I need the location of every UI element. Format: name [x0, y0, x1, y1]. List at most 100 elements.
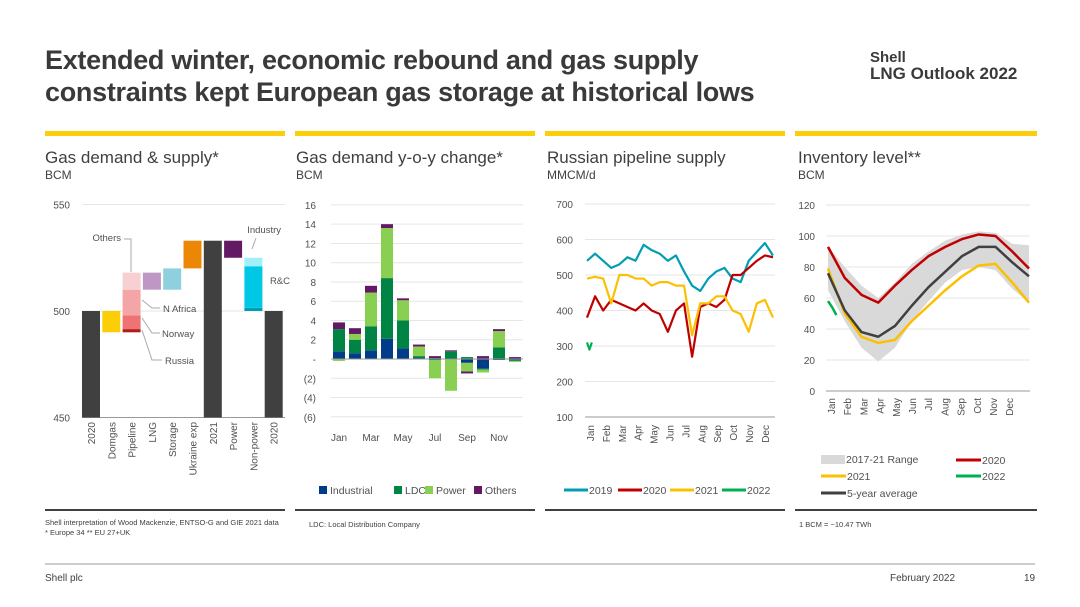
legend-label: 2021 — [695, 485, 719, 497]
y-tick-label: 8 — [310, 278, 316, 289]
page-number: 19 — [1024, 573, 1036, 584]
callout-line — [251, 237, 257, 250]
range-band — [828, 231, 1029, 362]
x-tick-label: Mar — [859, 397, 870, 415]
x-tick-label: Domgas — [107, 422, 118, 459]
callout-line — [141, 299, 160, 309]
bar-segment-2020 — [264, 311, 283, 418]
bar-segment-russia — [122, 329, 141, 333]
title-line-2: constraints kept European gas storage at… — [45, 77, 755, 107]
x-tick-label: 2020 — [270, 422, 281, 445]
panel-unit: MMCM/d — [547, 168, 596, 182]
y-tick-label: 2 — [310, 336, 316, 347]
conversion-note: 1 BCM = ~10.47 TWh — [799, 520, 872, 529]
line-series-2020 — [826, 233, 1030, 304]
source-note: Shell interpretation of Wood Mackenzie, … — [45, 518, 279, 538]
bar-power — [333, 359, 345, 361]
bar-segment-power — [224, 240, 243, 258]
x-tick-label: Storage — [168, 422, 179, 457]
y-tick-label: (4) — [304, 394, 316, 405]
panel-unit: BCM — [296, 168, 323, 182]
footer-date: February 2022 — [890, 573, 956, 584]
bar-ldc — [365, 326, 377, 351]
bar-others — [477, 356, 489, 359]
bar-industrial — [333, 351, 345, 359]
annotation-label: Others — [92, 233, 121, 244]
x-tick-label: Power — [229, 421, 240, 450]
y-tick-label: 500 — [53, 307, 70, 318]
bar-others — [461, 371, 473, 374]
bar-power — [477, 369, 489, 373]
bar-segment-r-c — [244, 266, 263, 308]
y-tick-label: (2) — [304, 374, 316, 385]
legend-swatch — [319, 486, 327, 494]
panel-title: Gas demand y-o-y change* — [296, 148, 503, 167]
bar-power — [445, 359, 457, 391]
y-tick-label: 6 — [310, 297, 316, 308]
x-tick-label: Feb — [843, 398, 854, 416]
y-tick-label: (6) — [304, 413, 316, 424]
line-series-2019 — [586, 241, 774, 293]
x-tick-label: Nov — [989, 398, 1000, 416]
legend-swatch — [394, 486, 402, 494]
legend-label: LDC — [405, 485, 426, 497]
x-tick-label: May — [892, 398, 903, 417]
bar-segment-n-africa — [122, 289, 141, 316]
bar-ldc — [397, 320, 409, 349]
callout-line — [141, 317, 160, 334]
y-tick-label: 500 — [556, 271, 573, 282]
bar-segment-norway — [122, 315, 141, 330]
bar-power — [365, 292, 377, 327]
x-tick-label: Aug — [697, 425, 708, 443]
x-tick-label: Jul — [924, 398, 935, 411]
bar-others — [381, 224, 393, 229]
bar-ldc — [333, 329, 345, 352]
panel-title: Inventory level** — [798, 148, 921, 167]
y-tick-label: 300 — [556, 342, 573, 353]
bar-power — [429, 359, 441, 379]
bar-others — [397, 298, 409, 301]
bar-ldc — [349, 339, 361, 354]
x-tick-label: Apr — [634, 424, 645, 440]
y-tick-label: 200 — [556, 378, 573, 389]
bar-others — [333, 322, 345, 330]
bar-power — [381, 228, 393, 279]
panel-unit: BCM — [45, 168, 72, 182]
bar-ldc — [445, 351, 457, 359]
bar-industrial — [365, 350, 377, 359]
legend-label: 2020 — [643, 485, 667, 497]
bar-power — [493, 331, 505, 348]
bar-power — [509, 360, 521, 362]
bar-ldc — [381, 278, 393, 339]
legend-label: 2022 — [747, 485, 771, 497]
x-tick-label: Oct — [973, 398, 984, 414]
bar-segment-industry — [244, 257, 263, 267]
x-tick-label: Nov — [745, 425, 756, 443]
ldc-note: LDC: Local Distribution Company — [309, 520, 420, 529]
x-tick-label: 2021 — [209, 422, 220, 445]
legend-label: Others — [485, 485, 517, 497]
logo: Shell LNG Outlook 2022 — [870, 50, 1017, 83]
bar-others — [413, 344, 425, 347]
panel-title: Gas demand & supply* — [45, 148, 219, 167]
y-tick-label: 12 — [305, 239, 317, 250]
x-tick-label: Non-power — [249, 421, 260, 471]
bar-industrial — [461, 359, 473, 363]
x-tick-label: Mar — [618, 424, 629, 442]
y-tick-label: 600 — [556, 236, 573, 247]
bar-industrial — [349, 353, 361, 359]
x-tick-label: Nov — [490, 433, 508, 444]
footer-divider — [45, 563, 1035, 565]
annotation-label: Industry — [247, 225, 281, 236]
bar-power — [461, 362, 473, 372]
x-tick-label: Ukraine exp — [189, 422, 200, 476]
line-series-2021 — [826, 262, 1030, 345]
x-tick-label: Sep — [458, 433, 476, 444]
bar-segment-lng — [142, 272, 161, 290]
x-tick-label: Dec — [761, 425, 772, 443]
y-tick-label: 16 — [305, 201, 317, 212]
bar-industrial — [477, 359, 489, 369]
x-tick-label: Jul — [681, 425, 692, 438]
callout-line — [124, 238, 132, 272]
y-tick-label: 550 — [53, 201, 70, 212]
